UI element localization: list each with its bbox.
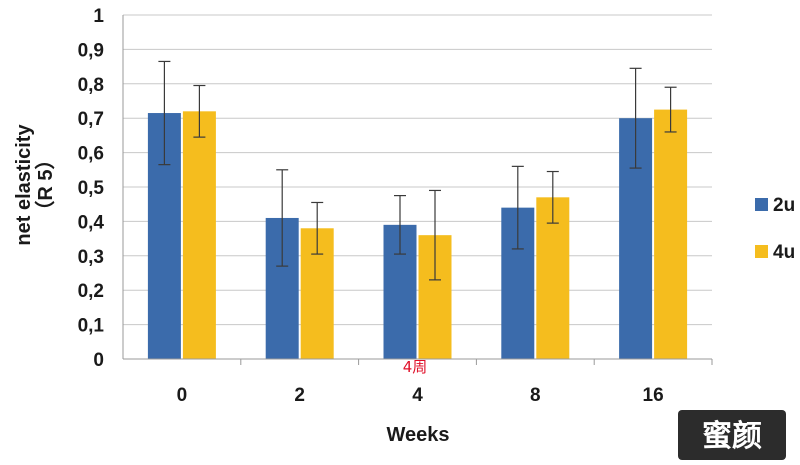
legend-swatch-2u [755,198,768,211]
y-tick-label: 0,1 [78,316,105,337]
bar-4u-0 [182,111,216,359]
x-axis-title: Weeks [386,424,449,446]
y-tick-label: 0,2 [78,281,104,302]
legend-label-4u: 4u [773,242,795,263]
legend: 2u 4u [755,195,795,263]
y-tick-label: 0,5 [78,178,105,199]
bar-4u-16 [654,109,688,359]
x-tick-label: 0 [177,385,188,406]
y-tick-label: 0,3 [78,247,104,268]
y-tick-label: 0,8 [78,75,104,96]
y-tick-label: 0,4 [78,212,105,233]
legend-label-2u: 2u [773,195,795,216]
watermark-text: 蜜颜 [702,419,762,454]
y-axis-title-line2: （R 5） [34,149,57,220]
watermark: 蜜颜 [678,410,786,460]
x-tick-label: 16 [643,385,664,406]
annotation-label: 4周 [403,358,428,376]
y-tick-label: 0,9 [78,40,104,61]
y-tick-label: 0 [93,350,104,371]
bar-4u-8 [536,197,570,359]
legend-swatch-4u [755,245,768,258]
y-axis-title-line1: net elasticity [13,124,35,246]
y-tick-label: 0,6 [78,144,104,165]
x-tick-label: 8 [530,385,541,406]
y-tick-labels: 0 0,1 0,2 0,3 0,4 0,5 0,6 0,7 0,8 0,9 1 [78,6,105,371]
axes [122,15,713,365]
gridlines [123,14,712,326]
y-tick-label: 0,7 [78,109,104,130]
y-tick-label: 1 [93,6,104,27]
error-bars [158,60,677,281]
bars [147,109,688,359]
x-tick-label: 2 [294,385,305,406]
x-tick-label: 4 [412,385,423,406]
x-tick-labels: 0 2 4 8 16 [177,385,664,406]
